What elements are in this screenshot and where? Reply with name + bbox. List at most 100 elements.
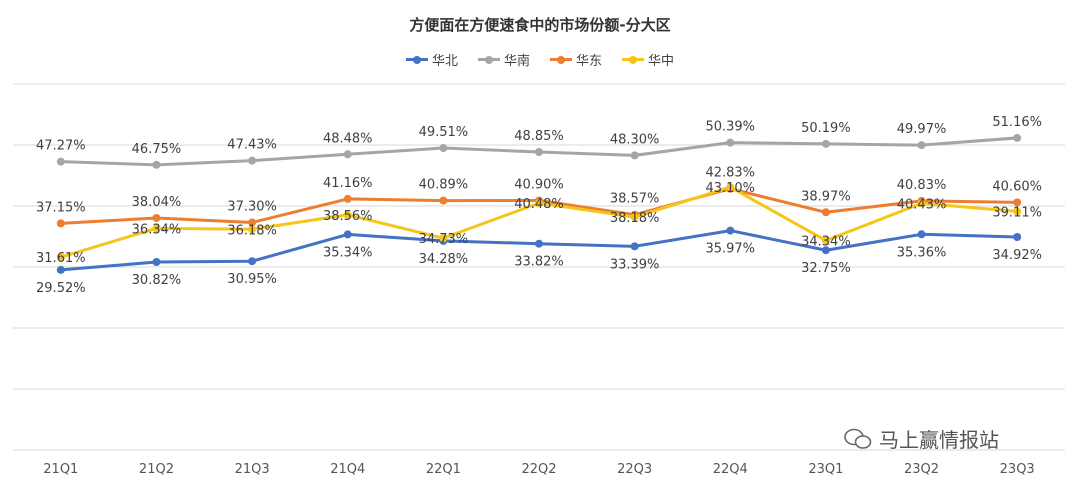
data-point (439, 196, 448, 205)
data-point (56, 157, 65, 166)
data-point (535, 199, 543, 208)
chart-title: 方便面在方便速食中的市场份额-分大区 (409, 16, 671, 34)
data-label: 29.52% (36, 281, 86, 296)
data-label: 42.83% (705, 166, 755, 181)
data-point (248, 218, 257, 227)
data-point (343, 150, 352, 159)
data-point (917, 141, 926, 150)
data-point (343, 194, 352, 203)
x-tick-label: 21Q3 (235, 462, 270, 477)
data-label: 46.75% (132, 142, 182, 157)
legend-label: 华东 (576, 54, 603, 69)
data-point (630, 213, 639, 222)
data-point (917, 199, 926, 208)
data-point (56, 265, 65, 274)
legend-label: 华南 (503, 54, 530, 69)
x-tick-label: 23Q3 (1000, 462, 1035, 477)
data-point (630, 242, 639, 251)
data-point (917, 230, 926, 239)
x-tick-label: 21Q2 (139, 462, 174, 477)
legend-item-huadong[interactable]: 华东 (550, 50, 602, 69)
data-label: 38.97% (801, 189, 851, 204)
data-label: 35.97% (705, 242, 755, 257)
data-label: 48.30% (610, 132, 660, 147)
data-label: 47.27% (36, 139, 86, 154)
data-point (56, 253, 65, 262)
data-label: 35.36% (897, 245, 947, 260)
data-label: 50.39% (705, 120, 755, 135)
data-label: 34.34% (801, 235, 851, 250)
legend-item-huazhong[interactable]: 华中 (622, 50, 674, 69)
data-label: 35.34% (323, 245, 373, 260)
data-label: 41.16% (323, 176, 373, 191)
data-label: 31.61% (36, 251, 86, 266)
data-point (630, 151, 639, 160)
data-label: 38.56% (323, 209, 373, 224)
data-label: 37.30% (227, 199, 277, 214)
watermark: 马上赢情报站 (843, 424, 999, 453)
data-point (1013, 207, 1022, 216)
legend-item-huabei[interactable]: 华北 (405, 50, 458, 69)
x-tick-label: 22Q4 (713, 462, 748, 477)
data-label: 40.60% (992, 179, 1042, 194)
data-point (726, 226, 735, 235)
x-tick-label: 22Q2 (521, 462, 556, 477)
data-point (152, 213, 161, 222)
x-tick-label: 22Q1 (426, 462, 461, 477)
data-point (1013, 232, 1022, 241)
data-point (535, 148, 543, 157)
data-label: 40.90% (514, 178, 564, 193)
data-label: 34.92% (992, 248, 1042, 263)
legend-marker (405, 55, 428, 64)
data-point (726, 138, 735, 147)
data-label: 33.39% (610, 257, 660, 272)
legend-marker (622, 55, 645, 64)
data-point (821, 236, 830, 245)
x-tick-label: 23Q1 (808, 462, 843, 477)
data-point (821, 139, 830, 148)
data-point (439, 234, 448, 243)
x-tick-label: 21Q1 (43, 462, 78, 477)
data-label: 48.48% (323, 131, 373, 146)
data-label: 40.48% (514, 197, 564, 212)
data-label: 37.15% (36, 200, 86, 215)
data-point (343, 230, 352, 239)
data-label: 47.43% (227, 138, 277, 153)
legend: 华北 华南 华东 华中 (0, 50, 1080, 69)
data-label: 36.34% (132, 222, 182, 237)
data-label: 30.82% (132, 273, 182, 288)
data-label: 38.18% (610, 211, 660, 226)
data-label: 30.95% (227, 272, 277, 287)
data-point (1013, 198, 1022, 207)
data-label: 38.57% (610, 192, 660, 207)
data-point (248, 225, 257, 234)
data-point (343, 210, 352, 219)
data-point (56, 219, 65, 228)
data-point (152, 160, 161, 169)
data-point (821, 246, 830, 255)
legend-marker (477, 55, 500, 64)
data-point (726, 183, 735, 192)
data-label: 40.83% (897, 178, 947, 193)
data-label: 39.11% (992, 205, 1042, 220)
data-point (535, 239, 543, 248)
x-tick-label: 21Q4 (330, 462, 365, 477)
data-label: 38.04% (132, 195, 182, 210)
data-label: 36.18% (227, 223, 277, 238)
legend-marker (550, 55, 572, 64)
data-point (248, 156, 257, 165)
legend-label: 华中 (648, 54, 675, 69)
data-label: 50.19% (801, 121, 851, 136)
x-tick-label: 22Q3 (617, 462, 652, 477)
data-label: 51.16% (992, 115, 1042, 130)
data-point (248, 257, 257, 266)
data-label: 40.89% (419, 178, 469, 193)
wechat-icon (844, 428, 872, 449)
legend-label: 华北 (431, 54, 458, 69)
data-label: 33.82% (514, 255, 564, 270)
data-label: 40.43% (897, 197, 947, 212)
data-label: 43.10% (705, 181, 755, 196)
data-point (1013, 133, 1022, 142)
legend-item-huanan[interactable]: 华南 (477, 50, 530, 69)
